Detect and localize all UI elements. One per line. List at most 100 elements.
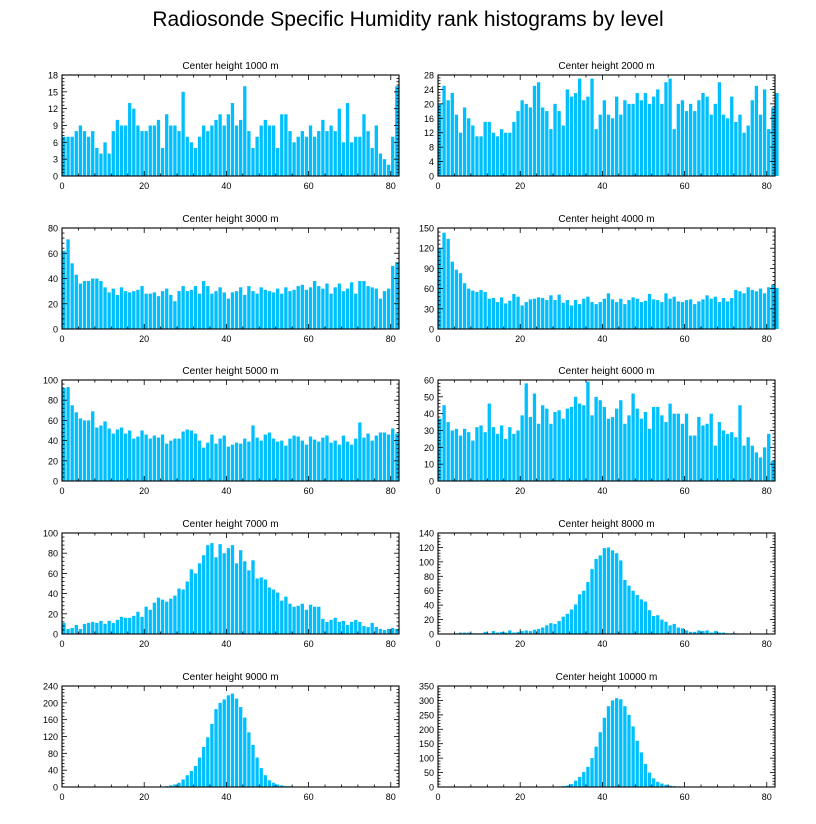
histogram-bar — [226, 548, 230, 634]
histogram-bar — [565, 613, 570, 634]
histogram-bar — [508, 630, 512, 634]
histogram-bar — [553, 623, 557, 634]
histogram-bar — [652, 406, 656, 481]
histogram-bar — [181, 286, 185, 329]
histogram-bar — [288, 291, 292, 329]
histogram-bar — [479, 136, 483, 176]
histogram-bar — [499, 129, 504, 176]
histogram-bar — [255, 578, 259, 634]
plot-frame — [437, 532, 776, 635]
y-tick-label: 4 — [429, 157, 434, 167]
histogram-bar — [218, 287, 222, 329]
y-tick-label: 28 — [424, 71, 434, 81]
histogram-bar — [516, 430, 520, 481]
histogram-bar — [668, 625, 672, 634]
histogram-bar — [321, 437, 325, 481]
histogram-bar — [210, 434, 214, 481]
histogram-bar — [354, 619, 358, 634]
y-tick-label: 80 — [48, 224, 58, 234]
histogram-bar — [458, 273, 463, 329]
x-tick-label: 40 — [221, 639, 231, 649]
histogram-bar — [296, 605, 300, 634]
histogram-bar — [684, 630, 689, 634]
histogram-bar — [725, 433, 730, 481]
y-tick-label: 20 — [48, 299, 58, 309]
histogram-bar — [561, 125, 565, 176]
histogram-bar — [746, 437, 750, 481]
histogram-bar — [590, 78, 594, 176]
histogram-bar — [458, 132, 463, 176]
histogram-bar — [358, 136, 362, 176]
histogram-bar — [115, 429, 120, 481]
histogram-bar — [62, 622, 66, 634]
histogram-bar — [263, 579, 267, 634]
histogram-bar — [775, 93, 779, 176]
y-tick-label: 12 — [424, 128, 434, 138]
histogram-bar — [446, 238, 450, 329]
plot-frame — [61, 379, 400, 482]
panel-10: Center height 10000 m0501001502002503003… — [419, 672, 776, 802]
histogram-bar — [536, 628, 541, 634]
histogram-bar — [136, 611, 140, 634]
histogram-bar — [643, 411, 648, 481]
histogram-bar — [553, 300, 557, 329]
histogram-bar — [152, 435, 157, 481]
x-tick-label: 40 — [221, 181, 231, 191]
histogram-bar — [165, 114, 169, 176]
y-tick-label: 0 — [53, 630, 58, 640]
histogram-bar — [86, 281, 91, 329]
histogram-bar — [366, 131, 370, 176]
histogram-bar — [165, 601, 169, 634]
histogram-bar — [123, 617, 128, 634]
histogram-bar — [701, 93, 705, 176]
histogram-bar — [541, 405, 545, 481]
histogram-bar — [107, 153, 111, 176]
histogram-bar — [193, 765, 198, 787]
histogram-bar — [284, 445, 288, 481]
histogram-bar — [247, 131, 251, 176]
histogram-bar — [532, 85, 537, 176]
histogram-bar — [746, 287, 750, 329]
histogram-bar — [697, 301, 701, 329]
histogram-bar — [312, 281, 317, 329]
histogram-bar — [386, 288, 391, 329]
y-tick-label: 30 — [424, 426, 434, 436]
histogram-bar — [103, 421, 107, 481]
histogram-bar — [226, 114, 230, 176]
histogram-bar — [128, 430, 132, 481]
x-tick-label: 80 — [762, 639, 772, 649]
x-tick-label: 0 — [59, 181, 64, 191]
histogram-bar — [107, 292, 111, 329]
histogram-bar — [602, 406, 606, 481]
histogram-bar — [370, 622, 374, 634]
histogram-bar — [610, 299, 615, 329]
x-tick-label: 40 — [597, 334, 607, 344]
histogram-bar — [573, 604, 578, 634]
y-tick-label: 350 — [419, 682, 434, 692]
histogram-bar — [479, 425, 483, 481]
histogram-bar — [230, 693, 235, 787]
histogram-bar — [693, 111, 697, 176]
histogram-bar — [619, 560, 623, 634]
histogram-bar — [395, 628, 399, 634]
histogram-bar — [230, 292, 235, 329]
y-tick-label: 120 — [419, 543, 434, 553]
histogram-bar — [280, 440, 284, 481]
panel-title: Center height 4000 m — [558, 214, 654, 225]
histogram-bar — [378, 153, 383, 176]
histogram-bar — [582, 100, 586, 176]
histogram-bar — [321, 288, 325, 329]
histogram-bar — [561, 302, 565, 329]
histogram-bar — [136, 125, 140, 176]
histogram-bar — [627, 714, 631, 787]
histogram-bar — [156, 597, 161, 634]
histogram-bar — [713, 445, 717, 481]
histogram-bar — [598, 302, 602, 329]
histogram-bar — [767, 129, 771, 176]
histogram-bar — [586, 582, 590, 634]
y-tick-label: 60 — [48, 569, 58, 579]
x-tick-label: 40 — [597, 486, 607, 496]
histogram-bar — [169, 785, 173, 787]
histogram-bar — [647, 293, 652, 329]
histogram-bar — [450, 93, 454, 176]
